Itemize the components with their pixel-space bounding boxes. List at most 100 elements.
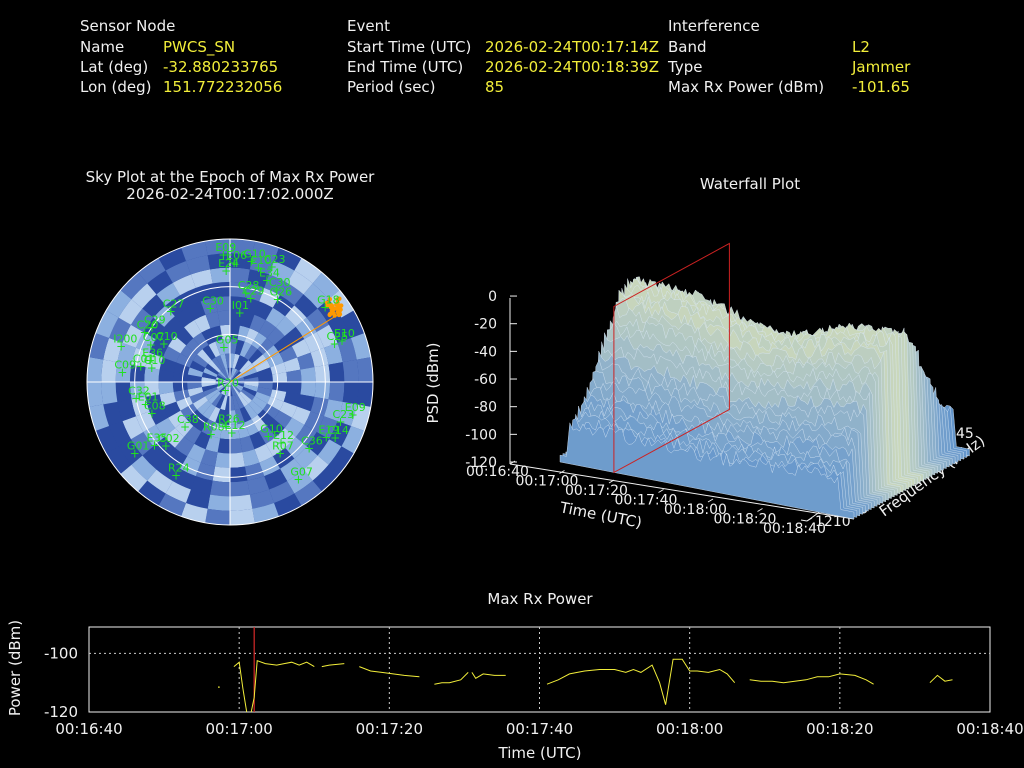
wf-z-tick-label: 0 [488, 289, 497, 305]
sky-cell [225, 396, 230, 411]
satellite-marker: + [141, 398, 151, 412]
sky-cell [286, 382, 302, 395]
sky-cell [215, 452, 230, 468]
sky-cell [230, 382, 245, 387]
sky-cell [101, 359, 118, 382]
sky-cell [244, 462, 265, 481]
sky-cell [215, 377, 230, 382]
sky-plot-subtitle: 2026-02-24T00:17:02.000Z [126, 185, 334, 203]
sky-cell [267, 353, 284, 368]
interference-band-value: L2 [852, 38, 870, 56]
satellite-label: C27 [163, 297, 185, 310]
satellite-label: E35 [147, 431, 168, 444]
sky-cell [230, 438, 243, 454]
sky-cell [187, 301, 206, 321]
sky-cell [312, 272, 340, 300]
sky-cell [192, 396, 209, 410]
sky-cell [217, 382, 230, 392]
sky-cell [230, 382, 233, 397]
wf-ridge [559, 422, 855, 520]
satellite-label: C10 [144, 354, 166, 367]
sky-plot-title: Sky Plot at the Epoch of Max Rx Power [85, 168, 375, 186]
satellite-label: C30 [269, 276, 291, 289]
sky-cell [193, 414, 209, 432]
wf-y-tick [800, 519, 808, 522]
satellite-label: C08 [144, 400, 166, 413]
sky-cell [205, 508, 230, 525]
sky-cell [210, 325, 223, 342]
sky-cell [252, 502, 279, 523]
sky-cell [284, 326, 305, 347]
mrp-frame [88, 626, 991, 713]
mrp-y-label: Power (dBm) [6, 620, 24, 716]
sky-cell [295, 317, 317, 340]
sky-cell [350, 333, 371, 360]
satellite-label: E09 [215, 241, 236, 254]
sky-cell [254, 360, 271, 373]
satellite-label: C32 [128, 385, 150, 398]
sky-cell [130, 432, 154, 456]
satellite-label: E06 [226, 249, 247, 262]
satellite-label: C09 [114, 359, 136, 372]
mrp-x-label: Time (UTC) [498, 744, 582, 762]
interference-power-value: -101.65 [852, 78, 910, 96]
sky-cell [249, 255, 275, 275]
wf-x-axis [509, 463, 855, 520]
satellite-label: C36 [301, 434, 323, 447]
sensor-lat-value: -32.880233765 [163, 58, 279, 76]
sky-cell [266, 327, 285, 346]
satellite-label: C07 [143, 331, 165, 344]
satellite-label: G10 [260, 423, 283, 436]
sky-cell [172, 382, 188, 392]
mrp-series-segment [233, 661, 248, 713]
sky-cell [211, 392, 223, 407]
satellite-label: C30 [202, 294, 224, 307]
sky-cell [138, 480, 166, 506]
sky-cell [324, 342, 343, 365]
sky-cell [203, 386, 218, 397]
sky-cell [244, 382, 259, 387]
sky-cell [287, 469, 313, 494]
sky-cell [230, 367, 233, 382]
satellite-marker: + [272, 283, 282, 297]
sky-cell [237, 422, 250, 439]
sky-cell [275, 316, 296, 337]
satellite-marker: + [304, 441, 314, 455]
sky-cell [147, 270, 173, 295]
sky-cell [176, 353, 193, 368]
sky-cell [257, 409, 274, 426]
mrp-series-segment [321, 663, 345, 668]
sky-cell [230, 377, 245, 382]
wf-z-tick-label: -40 [474, 344, 497, 360]
sky-cell [187, 367, 204, 378]
sky-cell [130, 308, 154, 332]
sky-cell [230, 452, 245, 468]
sky-cell [239, 311, 255, 329]
sky-cell [272, 372, 288, 382]
sky-cell [215, 394, 226, 409]
sky-cell [316, 416, 338, 440]
satellite-label: C28 [238, 279, 260, 292]
sky-cell [244, 403, 258, 420]
sky-cell [262, 403, 280, 419]
satellite-marker: + [221, 419, 231, 433]
satellite-marker: + [166, 304, 176, 318]
satellite-marker: + [130, 447, 140, 461]
jammer-point [328, 302, 334, 307]
sky-cell [156, 282, 180, 306]
sky-cell [269, 261, 295, 283]
sky-cell [230, 396, 235, 411]
sky-cell [283, 357, 301, 373]
mrp-series-segment [434, 672, 469, 685]
sky-cell [230, 367, 235, 382]
satellite-label: C10 [156, 330, 178, 343]
satellite-label: E01 [138, 391, 159, 404]
satellite-label: C38 [177, 413, 199, 426]
sky-cell [230, 371, 241, 382]
sky-cell [187, 386, 204, 397]
satellite-marker: + [131, 392, 141, 406]
sky-cell [279, 346, 298, 363]
sky-cell [314, 364, 331, 382]
sky-cell [181, 502, 208, 523]
